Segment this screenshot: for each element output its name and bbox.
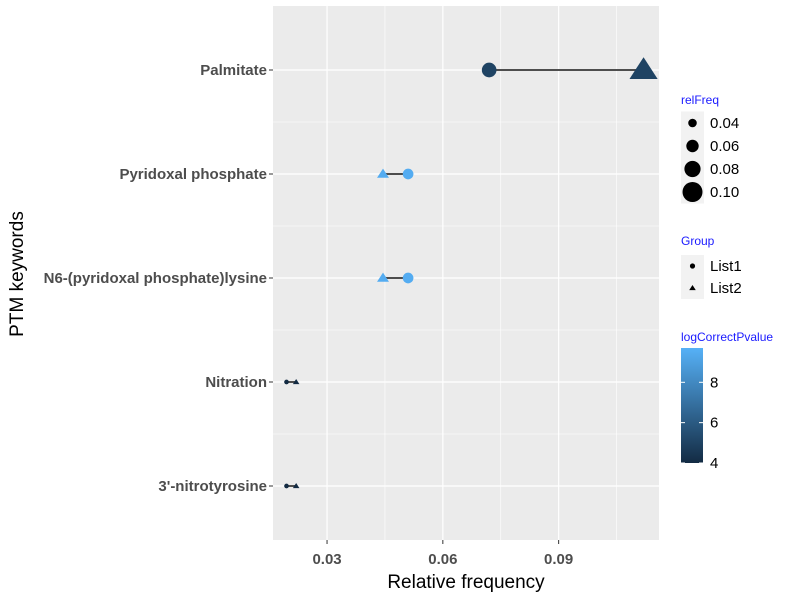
point-list1-3 — [284, 379, 289, 385]
point-list2-4 — [292, 483, 300, 489]
legend-size-key — [688, 118, 697, 128]
legend-shape-key-triangle — [689, 285, 696, 291]
points — [284, 57, 658, 489]
plot-panel — [273, 6, 659, 540]
legend-color: logCorrectPvalue 4 6 8 — [681, 330, 773, 472]
legend-shape-key-circle — [689, 263, 696, 269]
colorbar-label: 4 — [710, 455, 718, 472]
point-list2-3 — [292, 379, 300, 385]
y-tick-label: Pyridoxal phosphate — [119, 166, 267, 183]
legend-size-title: relFreq — [681, 93, 719, 107]
legend-shape-label: List2 — [710, 280, 742, 297]
colorbar-label: 8 — [710, 374, 718, 391]
legend-shape: Group List1 List2 — [681, 234, 742, 299]
point-list1-1 — [402, 168, 414, 180]
y-tick-label: N6-(pyridoxal phosphate)lysine — [44, 270, 267, 287]
legend-size-key — [682, 182, 703, 202]
legend-size-label: 0.04 — [710, 115, 739, 132]
x-axis-title: Relative frequency — [387, 572, 545, 593]
x-tick-label: 0.09 — [544, 551, 573, 568]
point-list2-0 — [629, 57, 658, 79]
point-list2-2 — [377, 272, 389, 282]
point-list1-0 — [481, 62, 497, 78]
y-axis-ticks: Palmitate Pyridoxal phosphate N6-(pyridoxa… — [44, 62, 273, 495]
point-list1-4 — [284, 483, 289, 489]
y-tick-label: Nitration — [205, 374, 267, 391]
legend-shape-title: Group — [681, 234, 715, 248]
point-list2-1 — [377, 168, 389, 178]
legend-size-label: 0.08 — [710, 161, 739, 178]
y-tick-label: 3'-nitrotyrosine — [158, 478, 267, 495]
legend-size-label: 0.06 — [710, 138, 739, 155]
legend-size-key — [684, 160, 701, 178]
point-list1-2 — [402, 272, 414, 284]
x-axis-ticks: 0.03 0.06 0.09 — [312, 540, 573, 568]
legend-size: relFreq 0.04 0.06 0.08 0.10 — [681, 93, 739, 204]
y-tick-label: Palmitate — [200, 62, 267, 79]
legend-color-title: logCorrectPvalue — [681, 330, 773, 344]
legend-size-label: 0.10 — [710, 184, 739, 201]
legend-shape-label: List1 — [710, 258, 742, 275]
y-axis-title: PTM keywords — [7, 211, 28, 337]
gridlines — [273, 6, 659, 540]
colorbar-label: 6 — [710, 415, 718, 432]
legend-size-key — [686, 139, 699, 153]
colorbar — [681, 348, 703, 463]
x-tick-label: 0.03 — [312, 551, 341, 568]
x-tick-label: 0.06 — [428, 551, 457, 568]
